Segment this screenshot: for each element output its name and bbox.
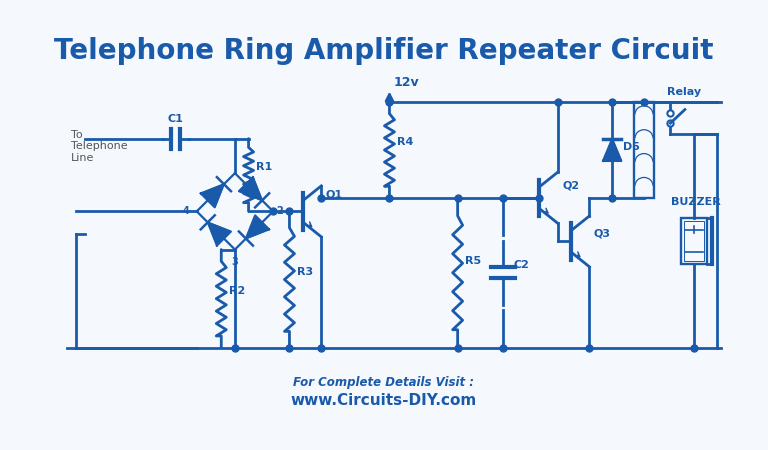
Polygon shape: [603, 139, 621, 161]
Bar: [681, 218, 707, 264]
Text: C1: C1: [168, 114, 184, 124]
Polygon shape: [239, 177, 262, 200]
Text: R2: R2: [229, 286, 245, 296]
Text: 2: 2: [276, 207, 283, 216]
Bar: [634, 102, 654, 198]
Text: C2: C2: [514, 260, 530, 270]
Text: Telephone Ring Amplifier Repeater Circuit: Telephone Ring Amplifier Repeater Circui…: [55, 37, 713, 65]
Text: To
Telephone
Line: To Telephone Line: [71, 130, 128, 163]
Bar: [684, 221, 704, 261]
Polygon shape: [207, 222, 231, 246]
Polygon shape: [246, 216, 269, 238]
Text: R3: R3: [296, 267, 313, 277]
Text: D5: D5: [623, 142, 640, 152]
Text: R1: R1: [256, 162, 272, 172]
Text: Q3: Q3: [594, 229, 611, 239]
Text: Q1: Q1: [326, 190, 343, 200]
Text: Q2: Q2: [562, 180, 579, 191]
Text: For Complete Details Visit :: For Complete Details Visit :: [293, 376, 475, 389]
Text: R5: R5: [465, 256, 481, 266]
Text: 3: 3: [231, 257, 238, 267]
Text: BUZZER: BUZZER: [671, 197, 720, 207]
Text: R4: R4: [397, 137, 413, 148]
Text: 12v: 12v: [394, 76, 419, 89]
Polygon shape: [200, 184, 224, 207]
Text: 4: 4: [183, 207, 190, 216]
Text: Relay: Relay: [667, 87, 701, 97]
Text: www.Circuits-DIY.com: www.Circuits-DIY.com: [291, 393, 477, 408]
